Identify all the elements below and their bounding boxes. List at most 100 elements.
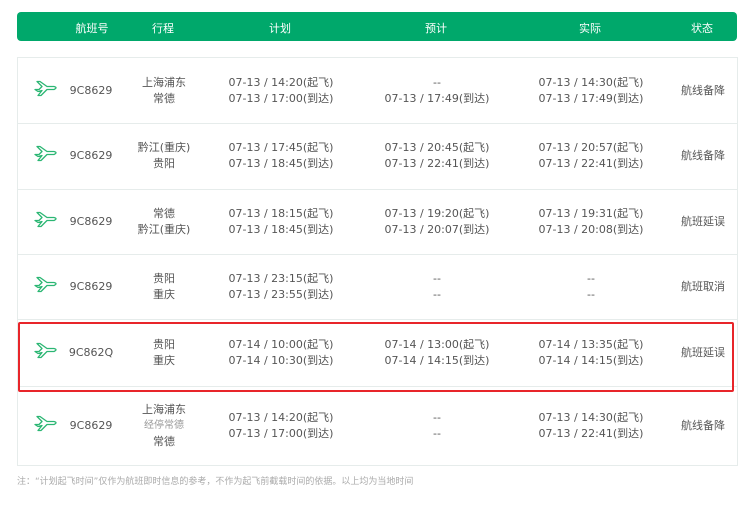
actual-time: 07-13 / 20:57(起飞) 07-13 / 22:41(到达) bbox=[539, 140, 644, 172]
actual-time-line: 07-13 / 19:31(起飞) bbox=[538, 206, 644, 220]
estimated-time-line: 07-13 / 19:20(起飞) bbox=[384, 206, 490, 220]
estimated-time-line: -- bbox=[433, 271, 441, 285]
plane-icon bbox=[33, 144, 59, 169]
actual-time-line: 07-13 / 14:30(起飞) bbox=[538, 75, 644, 89]
planned-time-line: 07-14 / 10:00(起飞) bbox=[228, 337, 334, 351]
flight-number: 9C862Q bbox=[69, 345, 113, 361]
flight-number: 9C8629 bbox=[70, 279, 113, 295]
route-line: 常德 bbox=[153, 434, 175, 448]
flight-number-line: 9C8629 bbox=[69, 149, 113, 162]
route: 上海浦东 经停常德 常德 bbox=[142, 402, 186, 450]
route: 上海浦东 常德 bbox=[142, 75, 186, 107]
route-line: 常德 bbox=[153, 91, 175, 105]
flight-number: 9C8629 bbox=[70, 148, 113, 164]
header-estimated: 预计 bbox=[425, 22, 447, 35]
planned-time: 07-13 / 14:20(起飞) 07-13 / 17:00(到达) bbox=[229, 75, 334, 107]
actual-time-line: 07-13 / 20:08(到达) bbox=[538, 222, 644, 236]
status: 航班延误 bbox=[681, 214, 725, 230]
table-header: 航班号 行程 计划 预计 实际 状态 bbox=[17, 12, 737, 41]
status: 航线备降 bbox=[681, 148, 725, 164]
estimated-time: -- 07-13 / 17:49(到达) bbox=[385, 75, 490, 107]
table-row[interactable]: 9C8629 常德 黔江(重庆) 07-13 / 18:15(起飞) 07-13 / 1… bbox=[18, 189, 737, 255]
actual-time: 07-13 / 14:30(起飞) 07-13 / 17:49(到达) bbox=[539, 75, 644, 107]
route-line: 黔江(重庆) bbox=[137, 141, 191, 154]
planned-time-line: 07-14 / 10:30(到达) bbox=[228, 353, 334, 367]
estimated-time-line: -- bbox=[433, 426, 441, 440]
estimated-time-line: 07-13 / 22:41(到达) bbox=[384, 157, 490, 170]
planned-time-line: 07-13 / 17:45(起飞) bbox=[228, 141, 334, 154]
actual-time: -- -- bbox=[587, 271, 595, 303]
planned-time: 07-13 / 17:45(起飞) 07-13 / 18:45(到达) bbox=[229, 140, 334, 172]
plane-icon bbox=[33, 78, 59, 103]
plane-icon bbox=[33, 209, 59, 234]
route-line: 贵阳 bbox=[153, 337, 175, 351]
planned-time-line: 07-13 / 18:45(到达) bbox=[228, 157, 334, 170]
table-row[interactable]: 9C862Q 贵阳重庆 07-14 / 10:00(起飞) 07-14 / 10:30… bbox=[18, 319, 737, 387]
estimated-time-line: 07-13 / 20:45(起飞) bbox=[384, 141, 490, 154]
estimated-time-line: -- bbox=[433, 75, 441, 89]
route-line: 重庆 bbox=[153, 287, 175, 301]
estimated-time-line: 07-14 / 13:00(起飞) bbox=[384, 337, 490, 351]
table-row[interactable]: 9C8629 上海浦东常德 07-13 / 14:20(起飞) 07-13 / 17:… bbox=[18, 58, 737, 124]
route: 贵阳 重庆 bbox=[153, 337, 175, 369]
table-row[interactable]: 9C8629 贵阳重庆 07-13 / 23:15(起飞) 07-13 / 23:55… bbox=[18, 254, 737, 320]
estimated-time: -- -- bbox=[433, 410, 441, 442]
table-row[interactable]: 9C8629 上海浦东 经停常德 常德 07-13 / 14:20(起飞) 07-13 /… bbox=[18, 386, 737, 465]
highlight-box bbox=[18, 322, 734, 392]
actual-time: 07-13 / 14:30(起飞) 07-13 / 22:41(到达) bbox=[539, 410, 644, 442]
estimated-time: -- -- bbox=[433, 271, 441, 303]
estimated-time-line: 07-13 / 17:49(到达) bbox=[384, 91, 490, 105]
planned-time-line: 07-13 / 18:15(起飞) bbox=[228, 206, 334, 220]
estimated-time: 07-13 / 20:45(起飞) 07-13 / 22:41(到达) bbox=[385, 140, 490, 172]
estimated-time-line: 07-13 / 20:07(到达) bbox=[384, 222, 490, 236]
status-line: 航班取消 bbox=[681, 279, 725, 293]
status: 航线备降 bbox=[681, 83, 725, 99]
planned-time-line: 07-13 / 14:20(起飞) bbox=[228, 75, 334, 89]
estimated-time-line: -- bbox=[433, 287, 441, 301]
planned-time: 07-13 / 18:15(起飞) 07-13 / 18:45(到达) bbox=[229, 206, 334, 238]
actual-time-line: 07-13 / 17:49(到达) bbox=[538, 91, 644, 105]
route-line: 常德 bbox=[153, 206, 175, 220]
estimated-time-line: 07-14 / 14:15(到达) bbox=[384, 353, 490, 367]
status-line: 航班延误 bbox=[681, 214, 725, 228]
plane-icon bbox=[33, 413, 59, 438]
route-line: 贵阳 bbox=[153, 157, 175, 170]
plane-icon bbox=[33, 340, 59, 365]
status: 航班取消 bbox=[681, 279, 725, 295]
flight-number-line: 9C8629 bbox=[69, 83, 113, 97]
header-planned: 计划 bbox=[269, 22, 291, 35]
actual-time-line: -- bbox=[587, 287, 595, 301]
planned-time: 07-13 / 14:20(起飞) 07-13 / 17:00(到达) bbox=[229, 410, 334, 442]
actual-time-line: 07-13 / 22:41(到达) bbox=[538, 426, 644, 440]
header-status: 状态 bbox=[691, 22, 713, 35]
status-line: 航线备降 bbox=[681, 149, 725, 162]
planned-time-line: 07-13 / 23:15(起飞) bbox=[228, 271, 334, 285]
status: 航线备降 bbox=[681, 418, 725, 434]
planned-time: 07-14 / 10:00(起飞) 07-14 / 10:30(到达) bbox=[229, 337, 334, 369]
header-actual: 实际 bbox=[579, 22, 601, 35]
actual-time-line: 07-13 / 22:41(到达) bbox=[538, 157, 644, 170]
route-line: 重庆 bbox=[153, 353, 175, 367]
route-line: 贵阳 bbox=[153, 271, 175, 285]
planned-time-line: 07-13 / 23:55(到达) bbox=[228, 287, 334, 301]
planned-time: 07-13 / 23:15(起飞) 07-13 / 23:55(到达) bbox=[229, 271, 334, 303]
route: 贵阳 重庆 bbox=[153, 271, 175, 303]
route: 常德 黔江(重庆) bbox=[138, 206, 191, 238]
route-line: 上海浦东 bbox=[142, 75, 186, 89]
header-route: 行程 bbox=[152, 22, 174, 35]
flight-number-line: 9C8629 bbox=[69, 418, 113, 432]
plane-icon bbox=[33, 274, 59, 299]
route-line: 经停常德 bbox=[144, 419, 184, 431]
table-row[interactable]: 9C8629 黔江(重庆) 贵阳 07-13 / 17:45(起飞) 07-13 / 1… bbox=[18, 123, 737, 190]
planned-time-line: 07-13 / 17:00(到达) bbox=[228, 91, 334, 105]
estimated-time: 07-14 / 13:00(起飞) 07-14 / 14:15(到达) bbox=[385, 337, 490, 369]
flight-number-line: 9C8629 bbox=[69, 214, 113, 228]
estimated-time: 07-13 / 19:20(起飞) 07-13 / 20:07(到达) bbox=[385, 206, 490, 238]
flight-number: 9C8629 bbox=[70, 418, 113, 434]
actual-time: 07-13 / 19:31(起飞) 07-13 / 20:08(到达) bbox=[539, 206, 644, 238]
status: 航班延误 bbox=[681, 345, 725, 361]
actual-time-line: 07-14 / 14:15(到达) bbox=[538, 353, 644, 367]
status-line: 航班延误 bbox=[681, 345, 725, 359]
header-flight-no: 航班号 bbox=[75, 22, 109, 35]
status-line: 航线备降 bbox=[681, 418, 725, 432]
